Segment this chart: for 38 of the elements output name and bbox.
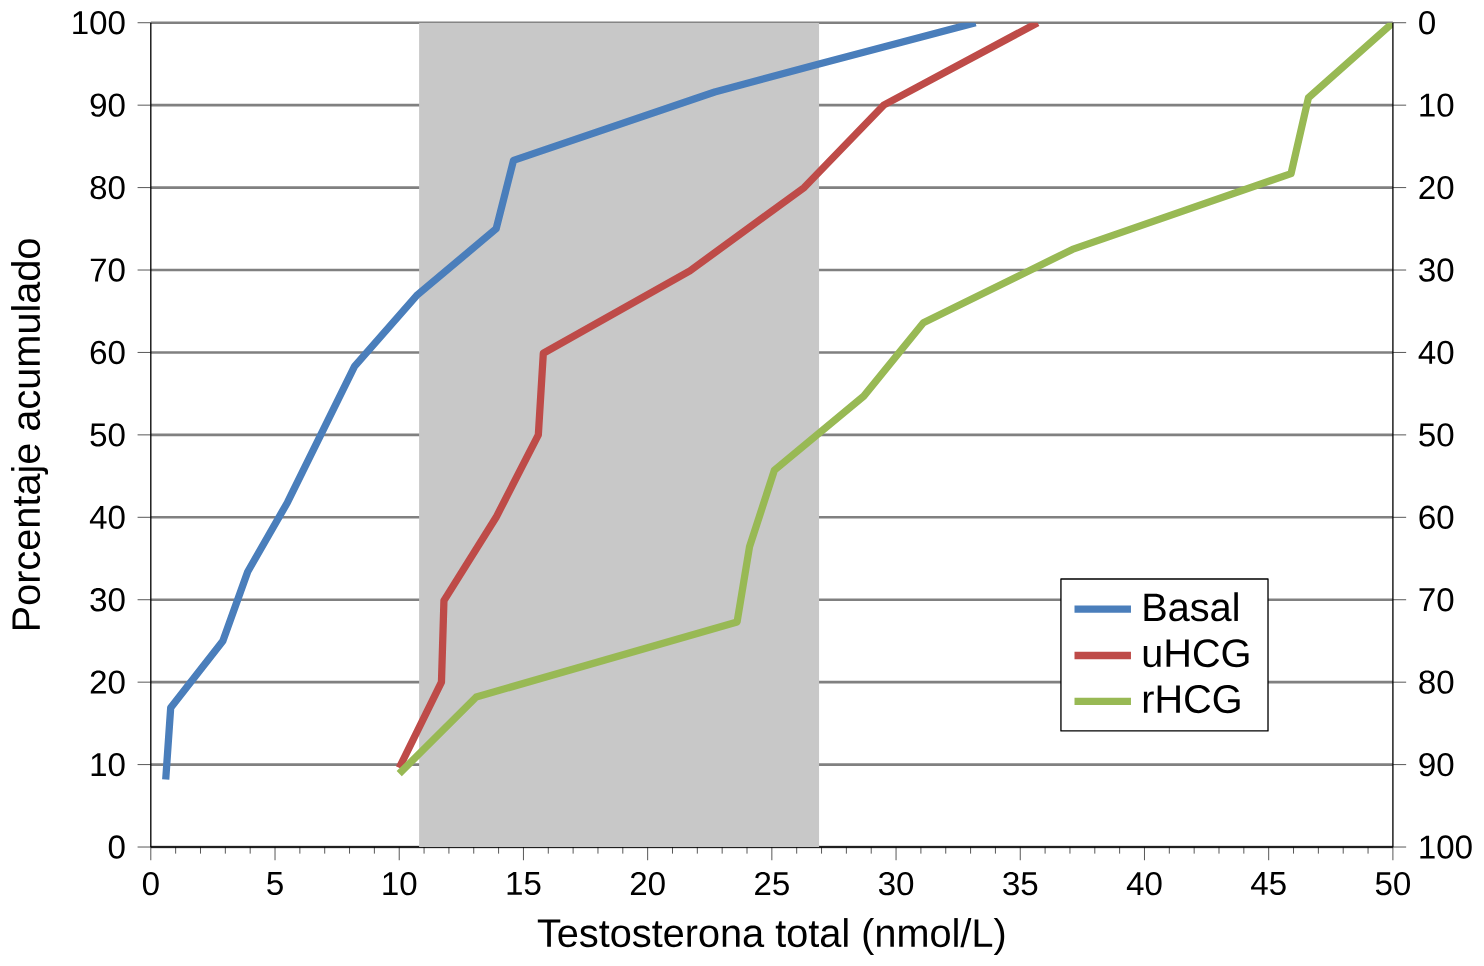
y2-tick-label: 50 — [1419, 423, 1454, 447]
x-tick-label: 50 — [1375, 871, 1410, 896]
y2-tick-label: 10 — [1420, 93, 1454, 117]
y2-tick-label: 80 — [1419, 670, 1454, 694]
legend-label: uHCG — [1143, 639, 1249, 668]
y2-tick-label: 20 — [1419, 175, 1454, 200]
y-tick-label: 50 — [90, 423, 125, 447]
y2-tick-label: 30 — [1419, 258, 1454, 282]
y2-tick-label: 60 — [1419, 505, 1454, 529]
x-axis-title: Testosterona total (nmol/L) — [537, 918, 1005, 955]
y-tick-label: 10 — [91, 752, 125, 777]
x-tick-label: 45 — [1251, 871, 1286, 895]
y-tick-label: 100 — [73, 11, 125, 35]
y2-tick-label: 90 — [1419, 752, 1454, 777]
y-tick-label: 60 — [90, 340, 125, 365]
y-tick-label: 30 — [90, 588, 125, 612]
y-axis-title: Porcentaje acumulado — [11, 239, 49, 630]
x-tick-label: 35 — [1003, 871, 1038, 896]
x-tick-label: 10 — [383, 871, 417, 896]
x-tick-label: 25 — [755, 871, 789, 896]
y2-tick-label: 100 — [1420, 835, 1472, 859]
x-tick-label: 40 — [1126, 871, 1162, 896]
legend-label: Basal — [1144, 592, 1238, 622]
x-tick-label: 20 — [630, 871, 665, 896]
x-tick-label: 30 — [878, 871, 914, 896]
y2-tick-label: 40 — [1418, 340, 1454, 365]
y-tick-label: 40 — [89, 505, 125, 529]
x-tick-label: 0 — [142, 871, 159, 896]
y-tick-label: 0 — [108, 835, 125, 859]
x-tick-label: 15 — [507, 871, 541, 895]
y-tick-label: 20 — [90, 670, 125, 694]
y2-tick-label: 70 — [1419, 588, 1454, 612]
y2-tick-label: 0 — [1419, 11, 1435, 35]
x-tick-label: 5 — [267, 871, 283, 895]
y-tick-label: 90 — [90, 93, 125, 117]
y-tick-label: 80 — [90, 175, 125, 200]
y-tick-label: 70 — [90, 258, 125, 282]
legend-label: rHCG — [1143, 685, 1240, 714]
